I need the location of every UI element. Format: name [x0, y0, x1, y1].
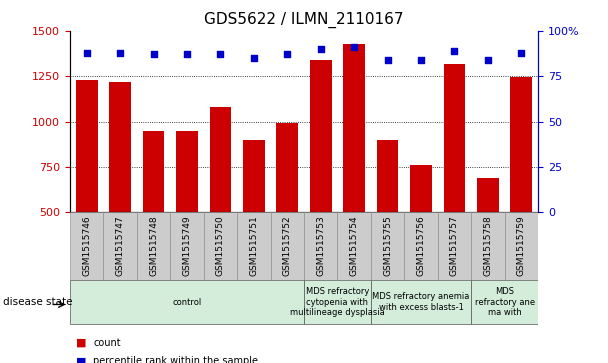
Bar [337, 212, 371, 280]
Bar [143, 131, 164, 303]
Title: GDS5622 / ILMN_2110167: GDS5622 / ILMN_2110167 [204, 12, 404, 28]
Point [383, 57, 393, 63]
Bar [277, 123, 298, 303]
Text: GSM1515757: GSM1515757 [450, 215, 459, 276]
Bar [310, 60, 331, 303]
Point [215, 52, 225, 57]
Bar [477, 178, 499, 303]
Bar [70, 212, 103, 280]
Bar [210, 107, 231, 303]
Bar [410, 165, 432, 303]
Text: GSM1515750: GSM1515750 [216, 215, 225, 276]
Text: GSM1515748: GSM1515748 [149, 215, 158, 276]
Bar [404, 212, 438, 280]
Bar [438, 212, 471, 280]
Bar [304, 281, 371, 324]
Point [483, 57, 493, 63]
Text: MDS
refractory ane
ma with: MDS refractory ane ma with [475, 287, 534, 317]
Text: GSM1515756: GSM1515756 [416, 215, 426, 276]
Bar [371, 212, 404, 280]
Bar [170, 212, 204, 280]
Point [517, 50, 527, 56]
Point [249, 55, 259, 61]
Bar [344, 44, 365, 303]
Text: control: control [172, 298, 202, 307]
Bar [444, 64, 465, 303]
Bar [505, 212, 538, 280]
Point [81, 50, 91, 56]
Bar [237, 212, 271, 280]
Text: GSM1515746: GSM1515746 [82, 215, 91, 276]
Text: GSM1515758: GSM1515758 [483, 215, 492, 276]
Text: count: count [93, 338, 120, 348]
Text: ■: ■ [76, 356, 86, 363]
Point [449, 48, 460, 54]
Text: GSM1515749: GSM1515749 [182, 215, 192, 276]
Point [416, 57, 426, 63]
Bar [377, 140, 398, 303]
Text: GSM1515755: GSM1515755 [383, 215, 392, 276]
Bar [70, 281, 304, 324]
Bar [109, 82, 131, 303]
Point [182, 52, 192, 57]
Point [316, 46, 326, 52]
Text: percentile rank within the sample: percentile rank within the sample [93, 356, 258, 363]
Bar [103, 212, 137, 280]
Bar [204, 212, 237, 280]
Text: MDS refractory
cytopenia with
multilineage dysplasia: MDS refractory cytopenia with multilinea… [290, 287, 385, 317]
Text: disease state: disease state [3, 297, 72, 307]
Bar [76, 80, 97, 303]
Bar [471, 212, 505, 280]
Bar [271, 212, 304, 280]
Bar [304, 212, 337, 280]
Bar [137, 212, 170, 280]
Text: GSM1515747: GSM1515747 [116, 215, 125, 276]
Text: GSM1515751: GSM1515751 [249, 215, 258, 276]
Text: GSM1515759: GSM1515759 [517, 215, 526, 276]
Bar [511, 77, 532, 303]
Text: GSM1515754: GSM1515754 [350, 215, 359, 276]
Bar [176, 131, 198, 303]
Point [148, 52, 158, 57]
Text: GSM1515753: GSM1515753 [316, 215, 325, 276]
Bar [371, 281, 471, 324]
Bar [471, 281, 538, 324]
Text: ■: ■ [76, 338, 86, 348]
Text: MDS refractory anemia
with excess blasts-1: MDS refractory anemia with excess blasts… [372, 293, 470, 312]
Text: GSM1515752: GSM1515752 [283, 215, 292, 276]
Point [282, 52, 292, 57]
Point [115, 50, 125, 56]
Point [349, 44, 359, 50]
Bar [243, 140, 264, 303]
